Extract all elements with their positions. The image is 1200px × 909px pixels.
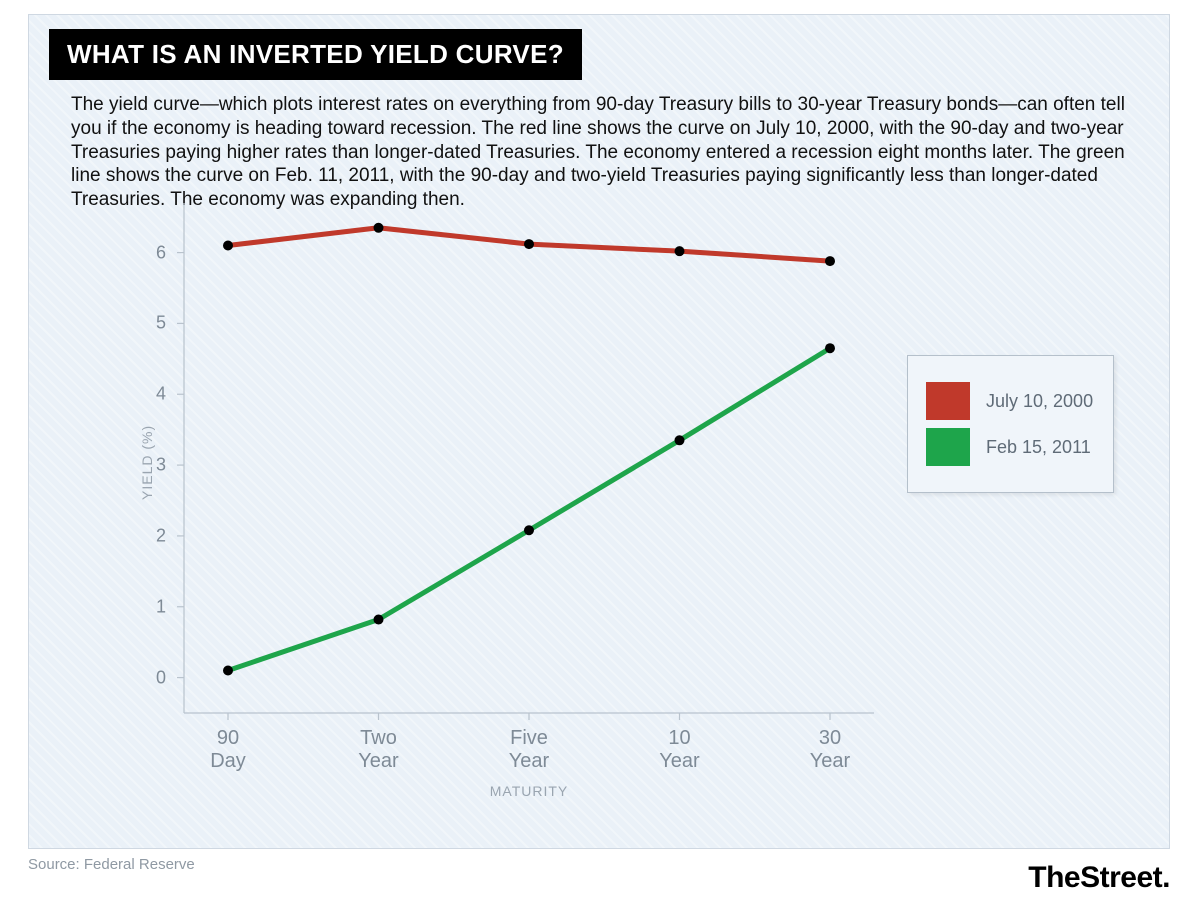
chart-description: The yield curve—which plots interest rat… [71,93,1141,212]
y-axis-title: YIELD (%) [139,425,155,500]
y-tick-label: 1 [89,596,166,617]
legend-label: Feb 15, 2011 [986,437,1091,458]
y-tick-label: 4 [89,384,166,405]
x-tick-label: 90 Day [210,727,246,773]
legend-swatch [926,428,970,466]
legend-label: July 10, 2000 [986,391,1093,412]
legend-item: Feb 15, 2011 [926,428,1093,466]
legend-item: July 10, 2000 [926,382,1093,420]
source-attribution: Source: Federal Reserve [28,856,195,873]
y-tick-label: 0 [89,667,166,688]
x-tick-label: 30 Year [810,727,850,773]
chart-panel: WHAT IS AN INVERTED YIELD CURVE? The yie… [28,14,1170,849]
brand-logo: TheStreet. [1028,861,1170,895]
x-axis-title: MATURITY [490,783,569,799]
x-tick-label: Five Year [509,727,549,773]
x-tick-label: 10 Year [659,727,699,773]
y-tick-label: 6 [89,242,166,263]
chart-area: 0123456 90 DayTwo YearFive Year10 Year30… [89,203,1129,828]
legend-swatch [926,382,970,420]
y-tick-label: 5 [89,313,166,334]
x-tick-label: Two Year [358,727,398,773]
chart-legend: July 10, 2000 Feb 15, 2011 [907,355,1114,493]
y-tick-label: 2 [89,525,166,546]
chart-title: WHAT IS AN INVERTED YIELD CURVE? [49,29,582,80]
